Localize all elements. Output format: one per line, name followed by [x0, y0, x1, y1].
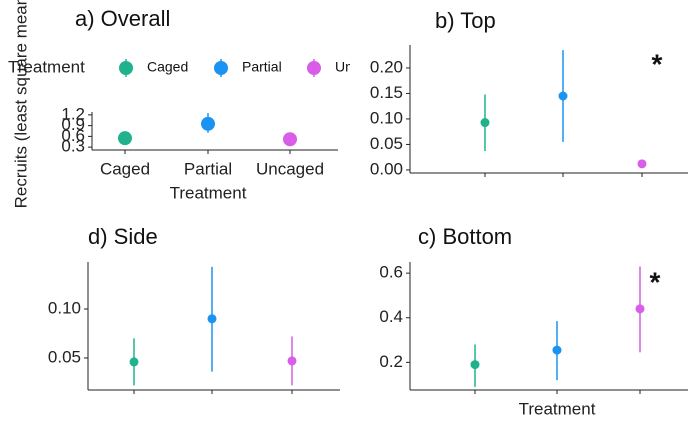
point — [635, 304, 645, 314]
y-tick-label: 0.9 — [61, 115, 85, 134]
y-tick-label: 0.2 — [379, 352, 403, 371]
x-axis-label: Treatment — [170, 183, 247, 202]
point — [480, 118, 490, 128]
legend-label: Uncaged — [335, 59, 391, 75]
point — [118, 131, 132, 146]
point — [637, 159, 647, 169]
y-tick-label: 0.00 — [370, 159, 403, 178]
legend-label: Caged — [147, 59, 188, 75]
y-tick-label: 0.4 — [379, 307, 403, 326]
x-tick-label: Partial — [184, 159, 232, 178]
x-tick-label: Caged — [100, 159, 150, 178]
point — [207, 314, 217, 324]
point — [287, 356, 297, 366]
point — [558, 91, 568, 101]
y-tick-label: 0.15 — [370, 83, 403, 102]
y-tick-label: 0.6 — [61, 126, 85, 145]
legend-label: Partial — [242, 59, 282, 75]
y-tick-label: 0.3 — [61, 137, 85, 156]
y-tick-label: 0.6 — [379, 263, 403, 282]
y-tick-label: 0.10 — [370, 108, 403, 127]
legend-title: Treatment — [8, 57, 85, 76]
panel-title: b) Top — [435, 8, 496, 33]
x-tick-label: Uncaged — [256, 159, 324, 178]
annotation: * — [652, 48, 663, 79]
y-tick-label: 0.05 — [48, 347, 81, 366]
y-tick-label: 0.20 — [370, 57, 403, 76]
point — [470, 360, 480, 370]
panel-a: a) Overall 0.30.60.91.2 Caged Partial Uncage… — [8, 0, 391, 208]
y-tick-label: 1.2 — [61, 104, 85, 123]
x-axis-label: Treatment — [519, 399, 596, 418]
point — [283, 132, 297, 147]
panel-title: c) Bottom — [418, 224, 512, 249]
y-axis-label: Recruits (least square means) — [11, 0, 30, 208]
point — [201, 116, 215, 131]
panel-title: a) Overall — [75, 6, 170, 31]
y-tick-label: 0.10 — [48, 298, 81, 317]
y-tick-label: 0.05 — [370, 134, 403, 153]
point — [129, 357, 139, 367]
annotation: * — [650, 266, 661, 297]
panel-title: d) Side — [88, 224, 158, 249]
point — [552, 345, 562, 355]
